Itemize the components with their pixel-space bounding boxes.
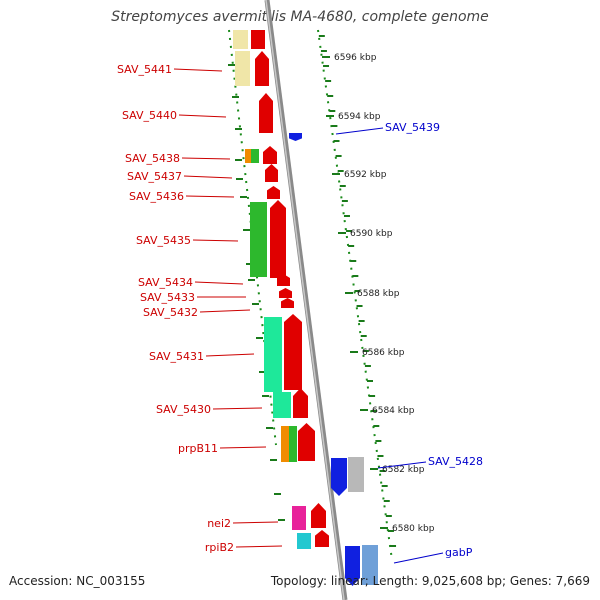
gene-arrow-gabp [345,546,360,586]
gene-labels: SAV_5441 SAV_5440 SAV_5438 SAV_5437 SAV_5436… [117,63,483,559]
gene-arrow-sav5439 [289,133,302,141]
scale-label: 6582 kbp [382,465,425,475]
leader-line [212,407,263,410]
leader-line [185,195,235,198]
gene-arrow-sav5433 [279,288,292,298]
gene-label: rpiB2 [205,541,234,554]
gene-product-block [281,426,290,462]
scale-label: 6590 kbp [350,229,393,239]
leader-line [181,157,231,160]
gene-arrow-sav5438 [263,146,277,164]
scale-label: 6586 kbp [362,348,405,358]
track-border-right [317,29,393,561]
leader-line [173,68,223,72]
gene-label: gabP [445,546,473,559]
left-ticks [228,64,285,521]
gene-label: SAV_5437 [127,170,182,183]
scale-label: 6594 kbp [338,112,381,122]
leader-line [205,353,255,357]
leader-line [335,127,384,135]
gene-arrow-sav5436 [267,186,280,199]
leader-line [235,545,283,548]
gene-arrow-sav5440 [259,93,273,133]
gene-arrow-sav5431 [284,314,302,390]
leader-line [377,461,427,469]
gene-arrow-sav5434 [277,274,290,286]
gene-arrow-rpib2 [315,530,329,547]
genome-summary-text: Topology: linear; Length: 9,025,608 bp; … [270,574,590,588]
gene-block [251,30,265,49]
scale-label: 6588 kbp [357,289,400,299]
gene-product-block [289,426,297,462]
gene-arrow-sav5437 [265,164,278,182]
leader-line [192,239,239,242]
gene-product-block [250,202,267,277]
gene-product-block [273,392,291,418]
gene-product-block [292,506,306,530]
gene-label: SAV_5432 [143,306,198,319]
genes [233,30,378,586]
leader-line [219,446,267,449]
gene-label: SAV_5433 [140,291,195,304]
gene-label: SAV_5436 [129,190,184,203]
gene-product-block [251,149,259,163]
gene-arrow-nei2 [311,503,326,528]
leader-line [178,114,227,118]
gene-arrow-sav5430 [293,388,308,418]
genome-axis-highlight [265,0,345,600]
leader-line [194,281,244,285]
scale-label: 6592 kbp [344,170,387,180]
leader-lines [173,68,444,564]
gene-label: nei2 [207,517,231,530]
gene-label: SAV_5428 [428,455,483,468]
accession-text: Accession: NC_003155 [9,574,146,588]
gene-label: SAV_5438 [125,152,180,165]
gene-arrow-prpb11 [298,423,315,461]
scale-label: 6596 kbp [334,53,377,63]
leader-line [232,521,279,524]
gene-label: SAV_5435 [136,234,191,247]
gene-arrow-sav5432 [281,298,294,308]
scale-label: 6580 kbp [392,524,435,534]
gene-product-block [264,317,282,392]
leader-line [199,309,251,313]
scale-labels: 6596 kbp 6594 kbp 6592 kbp 6590 kbp 6588 kbp… [322,53,435,534]
gene-label: SAV_5431 [149,350,204,363]
gene-arrow-sav5435 [270,200,286,278]
leader-line [183,175,233,179]
gene-product-block [362,545,378,585]
gene-product-block [297,533,311,549]
gene-label: prpB11 [178,442,218,455]
gene-label: SAV_5441 [117,63,172,76]
gene-product-block [235,51,250,86]
map-title: Streptomyces avermitilis MA-4680, comple… [111,9,489,25]
leader-line [393,552,444,564]
genome-axis [264,0,348,600]
scale-label: 6584 kbp [372,406,415,416]
gene-product-block [348,457,364,492]
scale-ticks [318,35,397,547]
gene-arrow-sav5428 [331,458,347,496]
gene-label: SAV_5434 [138,276,193,289]
gene-product-block [245,149,251,163]
gene-product-block [233,30,248,49]
gene-label: SAV_5440 [122,109,177,122]
gene-label: SAV_5439 [385,121,440,134]
gene-arrow-sav5441 [255,51,269,86]
gene-label: SAV_5430 [156,403,211,416]
